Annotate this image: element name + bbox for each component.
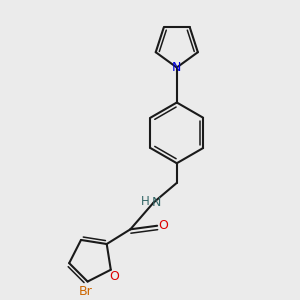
Text: N: N — [172, 61, 182, 74]
Text: Br: Br — [79, 285, 93, 298]
Text: O: O — [110, 270, 119, 283]
Text: O: O — [159, 219, 169, 232]
Text: N: N — [152, 196, 161, 209]
Text: H: H — [141, 195, 150, 208]
